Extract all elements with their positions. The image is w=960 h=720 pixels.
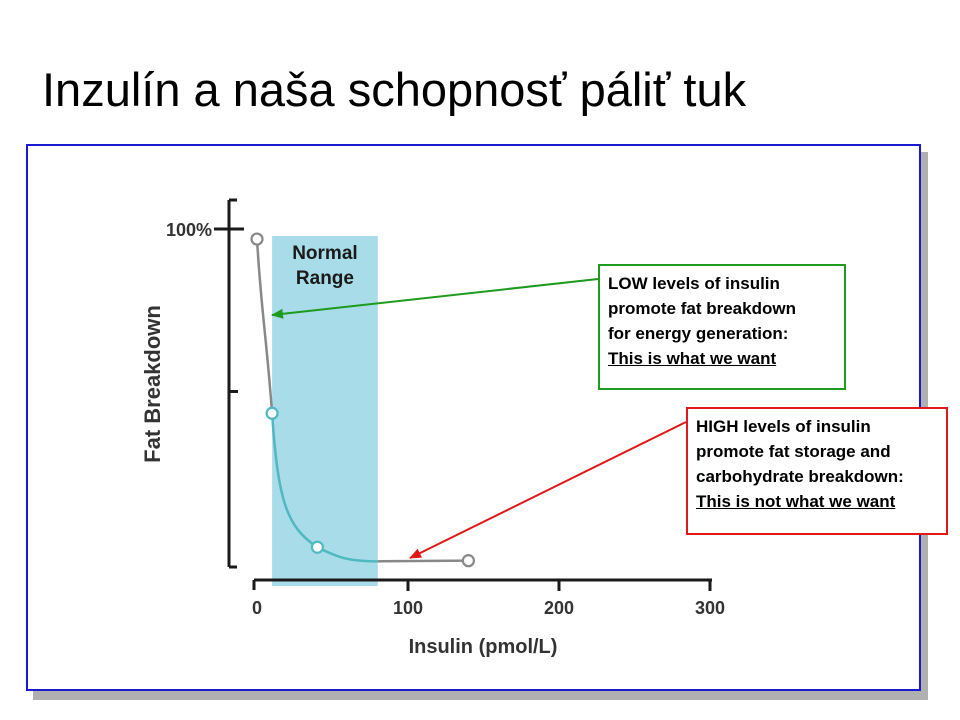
low-callout-emphasis: This is what we want <box>608 349 777 368</box>
data-point-3 <box>461 554 475 568</box>
normal-range-band <box>272 236 378 586</box>
x-tick-labels: 0 100 200 300 <box>252 598 725 618</box>
high-callout-arrow <box>409 421 687 559</box>
x-tick-label-100: 100 <box>393 598 423 618</box>
low-insulin-callout: LOW levels of insulin promote fat breakd… <box>598 264 846 390</box>
axes <box>214 198 712 591</box>
x-tick-label-0: 0 <box>252 598 262 618</box>
high-callout-emphasis: This is not what we want <box>696 492 896 511</box>
high-insulin-callout: HIGH levels of insulin promote fat stora… <box>686 407 948 535</box>
x-tick-label-200: 200 <box>544 598 574 618</box>
x-axis-label: Insulin (pmol/L) <box>409 636 558 658</box>
low-callout-line-3: for energy generation: <box>608 324 789 343</box>
data-point-1 <box>265 406 279 420</box>
data-curve <box>250 232 475 568</box>
data-point-0 <box>250 232 264 246</box>
high-callout-line-2: promote fat storage and <box>696 442 891 461</box>
slide-title: Inzulín a naša schopnosť páliť tuk <box>42 63 747 116</box>
high-callout-line-1: HIGH levels of insulin <box>696 417 871 436</box>
normal-range-label-line1: Normal <box>292 243 357 264</box>
low-callout-line-2: promote fat breakdown <box>608 299 796 318</box>
curve-segment-normal <box>270 413 378 563</box>
data-point-2 <box>310 540 324 554</box>
low-callout-line-1: LOW levels of insulin <box>608 274 780 293</box>
curve-segment-low <box>255 238 274 414</box>
low-callout-arrow <box>271 278 599 319</box>
normal-range-label-line2: Range <box>296 268 354 289</box>
high-callout-line-3: carbohydrate breakdown: <box>696 467 904 486</box>
y-axis-label: Fat Breakdown <box>140 305 165 463</box>
x-tick-label-300: 300 <box>695 598 725 618</box>
y-tick-label-100: 100% <box>166 220 212 240</box>
curve-segment-high <box>377 559 469 563</box>
